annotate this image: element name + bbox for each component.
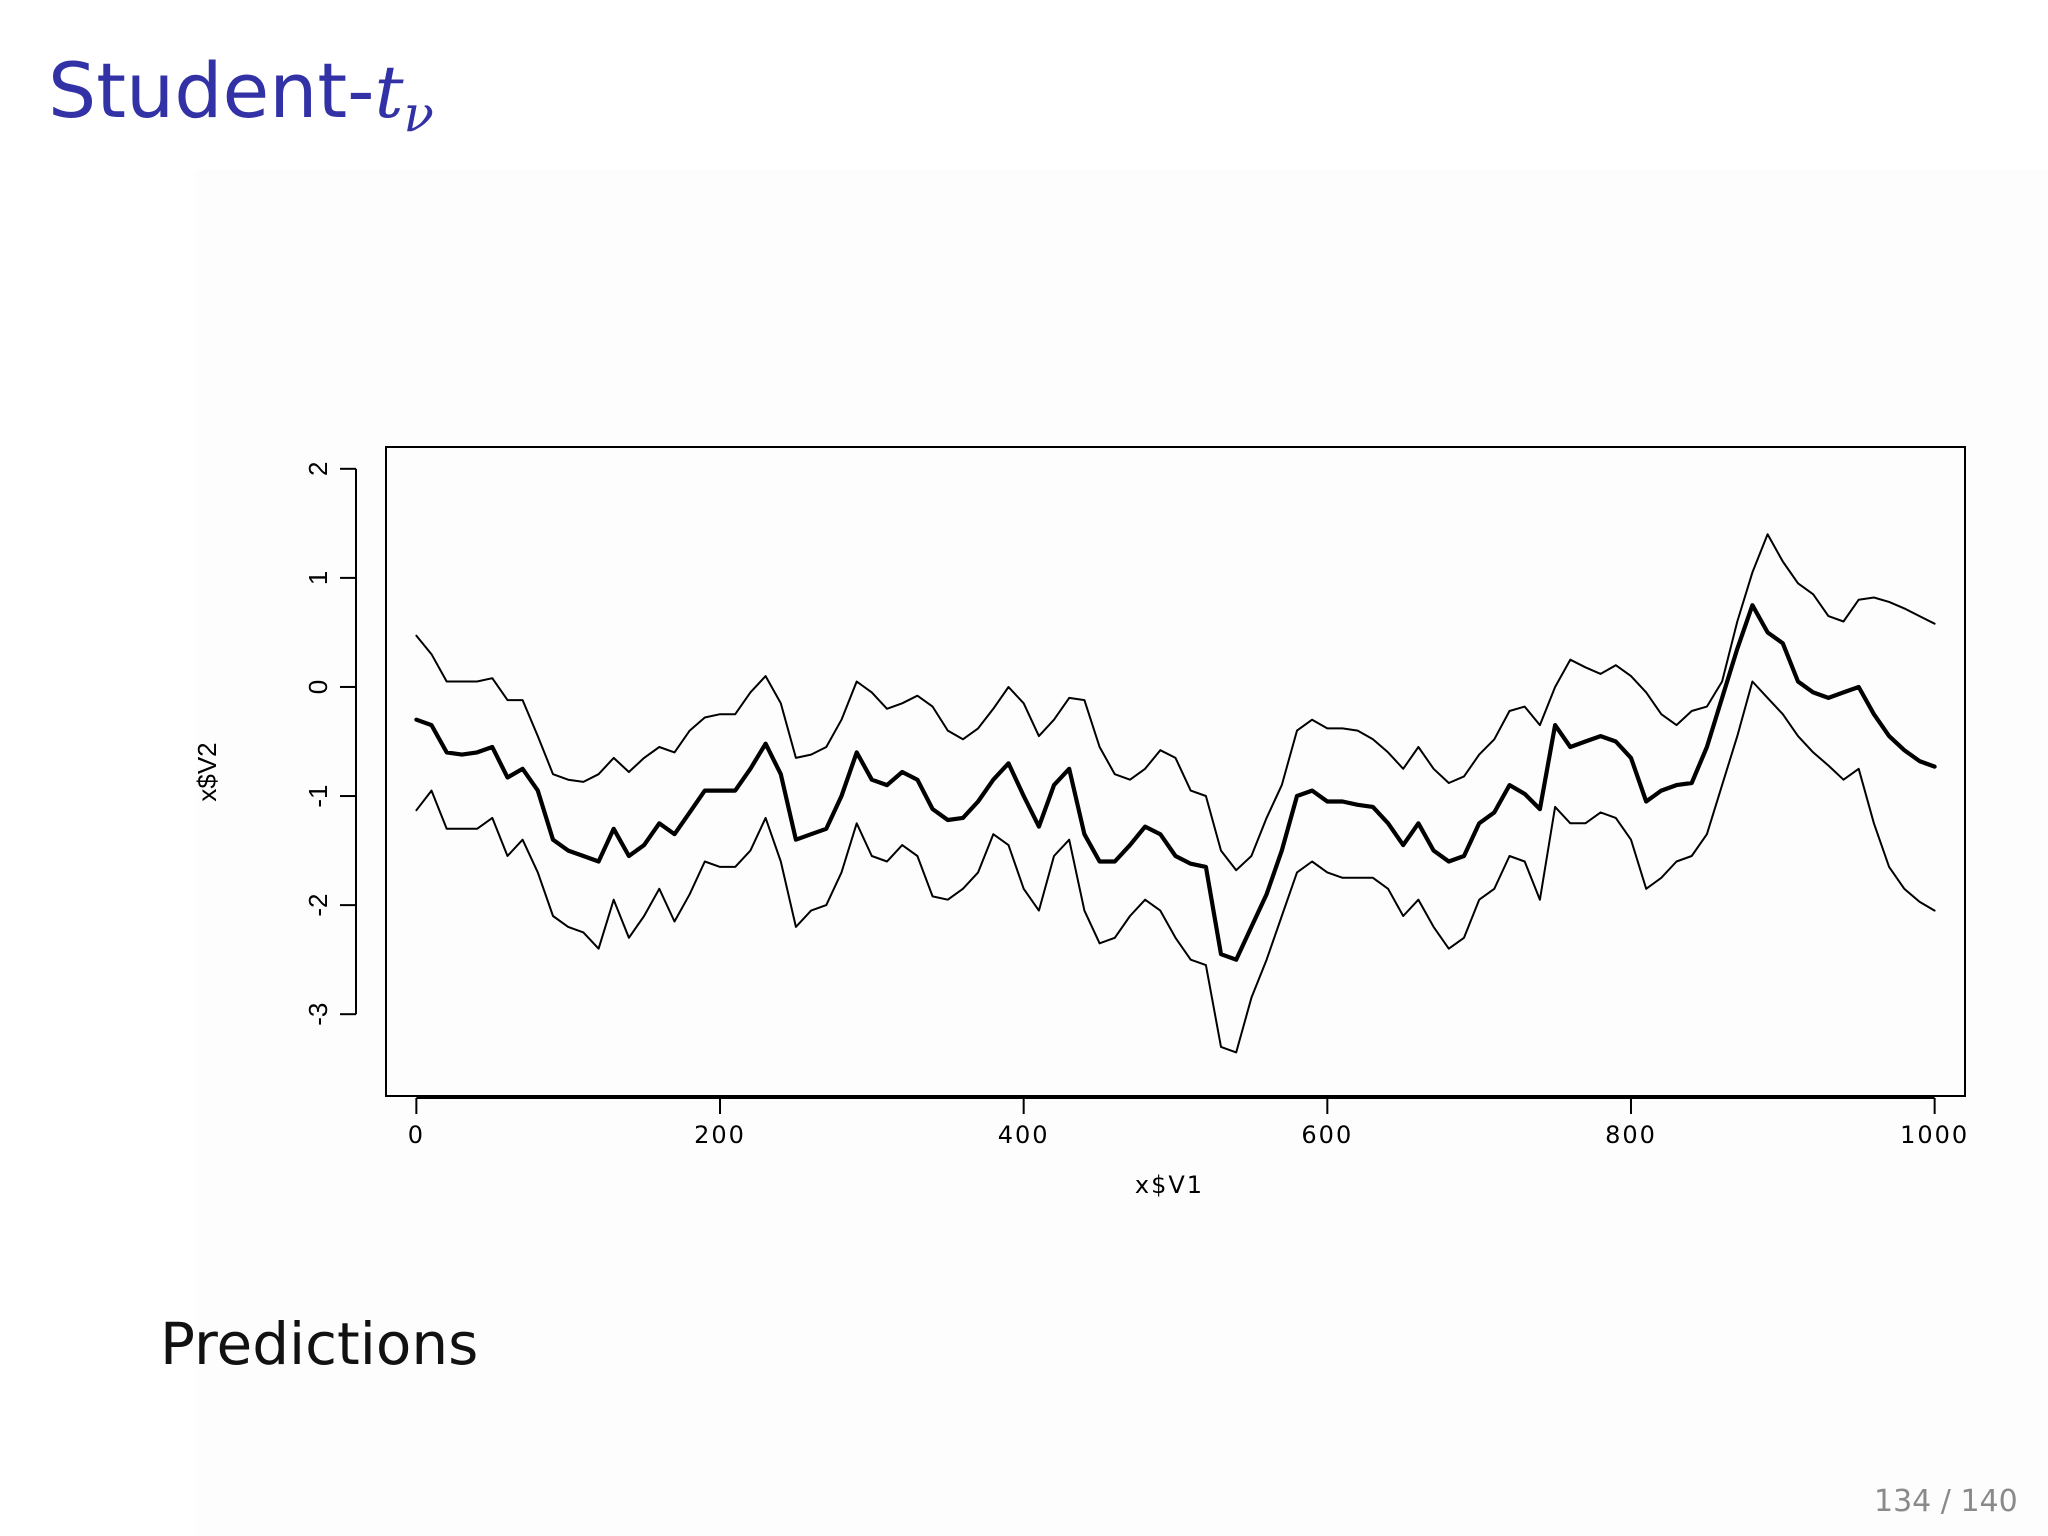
page-number: 134 / 140 bbox=[1874, 1484, 2018, 1519]
slide-caption: Predictions bbox=[160, 1310, 479, 1378]
y-tick-label: -1 bbox=[303, 784, 333, 807]
x-tick-label: 200 bbox=[694, 1121, 746, 1149]
title-symbol: t bbox=[374, 50, 404, 134]
y-tick-label: -3 bbox=[303, 1003, 333, 1026]
y-tick-label: 1 bbox=[303, 571, 333, 585]
x-tick-label: 0 bbox=[408, 1121, 425, 1149]
title-prefix: Student- bbox=[48, 46, 375, 135]
title-subscript: ν bbox=[403, 85, 434, 143]
plot-frame bbox=[385, 446, 1966, 1097]
x-tick-label: 600 bbox=[1301, 1121, 1353, 1149]
series-line-mean bbox=[414, 603, 1937, 962]
x-tick-label: 800 bbox=[1605, 1121, 1657, 1149]
y-tick-label: 0 bbox=[303, 680, 333, 694]
y-tick-label: 2 bbox=[303, 462, 333, 476]
x-axis-label: x$V1 bbox=[1135, 1171, 1204, 1199]
y-tick-label: -2 bbox=[303, 894, 333, 917]
y-axis-label: x$V2 bbox=[192, 742, 222, 801]
series-line-upper bbox=[415, 533, 1936, 872]
series-line-lower bbox=[415, 680, 1936, 1054]
slide-title: Student-tν bbox=[48, 46, 434, 143]
x-tick-label: 400 bbox=[998, 1121, 1050, 1149]
x-tick-label: 1000 bbox=[1900, 1121, 1969, 1149]
